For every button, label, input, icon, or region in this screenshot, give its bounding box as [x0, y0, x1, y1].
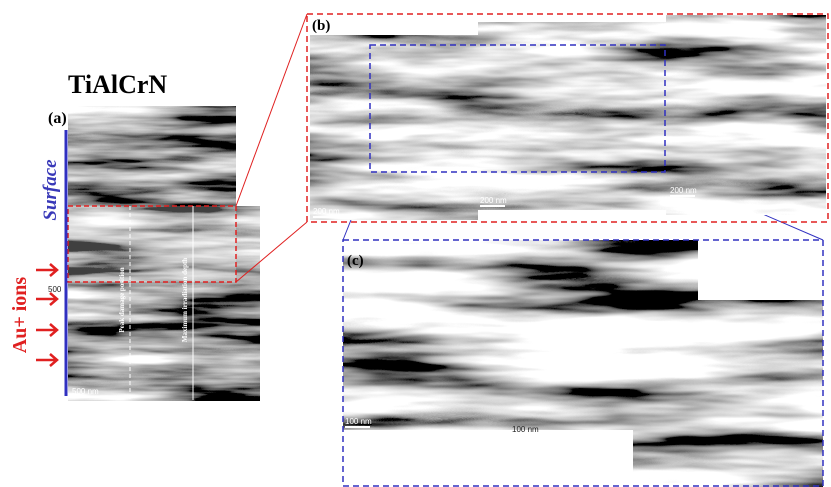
figure: TiAlCrN Peak damage position Maximum irr… — [0, 0, 831, 487]
panel-b: (b) 200 nm 200 nm 200 nm — [307, 14, 828, 222]
scale-label: 100 nm — [636, 474, 663, 483]
tem-image — [68, 106, 236, 206]
panel-label: (b) — [312, 18, 330, 34]
title: TiAlCrN — [68, 70, 167, 99]
surface-label: Surface — [40, 159, 61, 221]
highlight — [68, 206, 236, 282]
tem-image — [666, 15, 826, 215]
tem-image — [343, 240, 698, 430]
scale-label: 500 — [48, 285, 62, 294]
ion-arrows — [36, 264, 57, 366]
panel-c: (c) 100 nm 100 nm 100 nm — [343, 240, 823, 487]
scale-label: 200 nm — [313, 207, 340, 216]
scale-label: 200 nm — [480, 196, 507, 205]
scale-label: 100 nm — [345, 417, 372, 426]
scale-label: 200 nm — [670, 186, 697, 195]
scale-label: 500 nm — [72, 387, 99, 396]
panel-a: Peak damage position Maximum irradiation… — [9, 106, 260, 401]
connector — [236, 14, 307, 206]
tem-image — [310, 35, 478, 220]
tem-image — [478, 22, 666, 210]
marker-label: Maximum irradiation depth — [181, 258, 189, 342]
scale-label: 100 nm — [512, 425, 539, 434]
panel-label: (a) — [48, 110, 67, 127]
marker-label: Peak damage position — [118, 267, 126, 332]
tem-image — [698, 300, 823, 487]
ion-label: Au+ ions — [9, 277, 31, 354]
panel-label: (c) — [347, 253, 364, 269]
